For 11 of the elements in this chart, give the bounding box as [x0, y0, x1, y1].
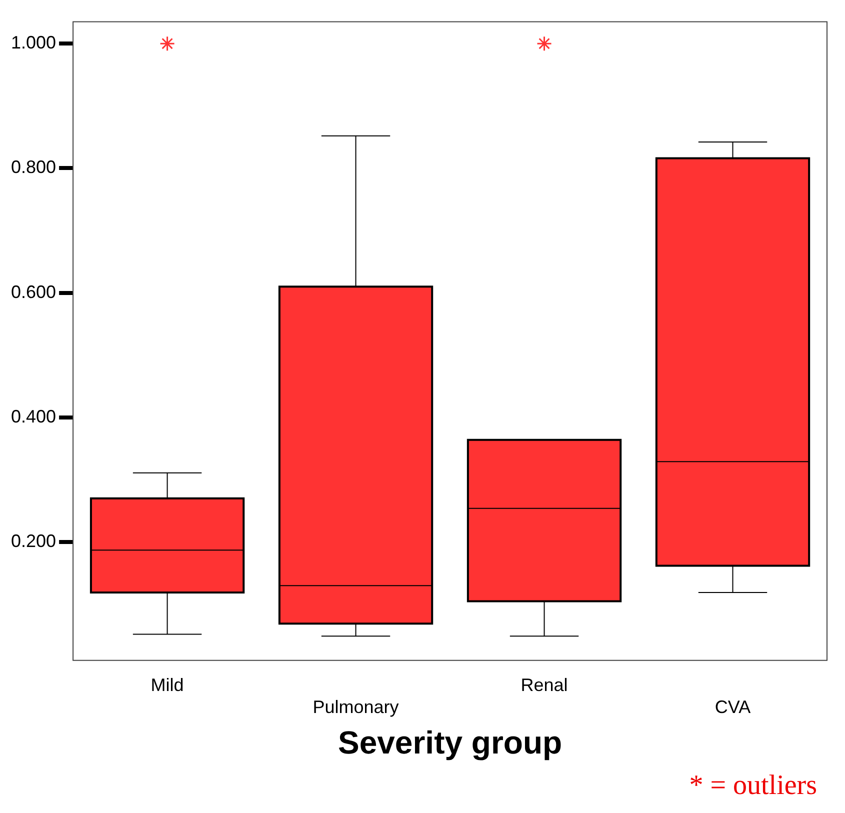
x-tick-label: Mild	[150, 675, 184, 696]
y-tick-label: 0.400	[10, 406, 56, 426]
x-tick-label: Pulmonary	[312, 696, 399, 717]
y-tick-label: 1.000	[10, 32, 56, 53]
x-axis-title: Severity group	[338, 724, 562, 761]
x-tick-label: CVA	[714, 696, 751, 717]
x-tick-label: Renal	[520, 675, 568, 696]
y-tick-label: 0.200	[10, 530, 56, 551]
y-tick-label: 0.600	[10, 282, 56, 302]
y-tick-label: 0.800	[10, 157, 56, 178]
text: * = outliers	[689, 770, 817, 802]
